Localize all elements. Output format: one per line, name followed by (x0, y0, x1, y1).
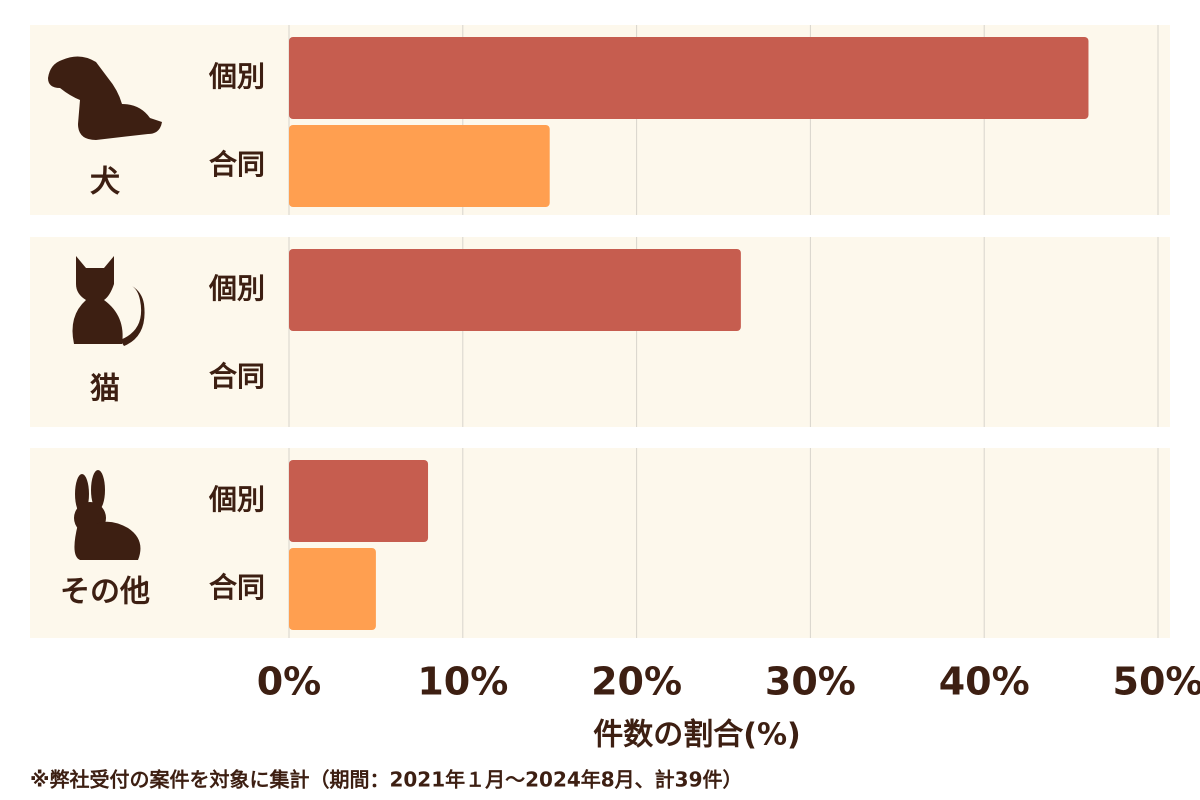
x-tick-label: 0% (257, 660, 322, 704)
series-label: 個別 (208, 272, 265, 305)
x-tick-label: 50% (1113, 660, 1200, 704)
category-label: その他 (60, 575, 150, 610)
series-label: 合同 (209, 571, 265, 604)
series-label: 個別 (208, 483, 265, 516)
category-label: 犬 (90, 165, 120, 200)
bar (289, 460, 429, 542)
group-panel (30, 448, 1170, 638)
bar (289, 37, 1089, 119)
bar (289, 548, 376, 630)
x-tick-label: 10% (417, 660, 508, 704)
x-tick-label: 40% (939, 660, 1030, 704)
rabbit-icon (74, 470, 141, 560)
x-tick-label: 30% (765, 660, 856, 704)
x-tick-label: 20% (591, 660, 682, 704)
cat-icon (72, 256, 145, 346)
category-label: 猫 (90, 372, 120, 407)
footnote: ※弊社受付の案件を対象に集計（期間：2021年１月～2024年8月、計39件） (30, 768, 743, 792)
series-label: 個別 (208, 60, 265, 93)
bars (289, 37, 1089, 630)
bar (289, 249, 741, 331)
dog-icon (48, 56, 162, 140)
series-label: 合同 (209, 360, 265, 393)
x-axis-label: 件数の割合(%) (593, 718, 800, 753)
series-label: 合同 (209, 148, 265, 181)
bar (289, 125, 550, 207)
